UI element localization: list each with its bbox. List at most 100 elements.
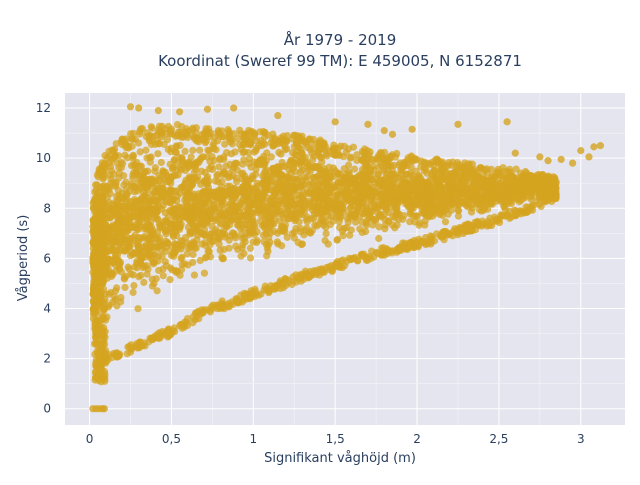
scatter-point — [116, 260, 124, 268]
scatter-point — [245, 155, 254, 163]
scatter-point — [112, 238, 120, 246]
scatter-point — [227, 187, 236, 195]
scatter-point — [101, 220, 109, 228]
scatter-point — [240, 249, 248, 258]
scatter-point — [264, 131, 272, 139]
scatter-point — [167, 148, 175, 156]
scatter-point — [200, 269, 209, 277]
scatter-point — [134, 305, 142, 313]
scatter-point — [229, 171, 237, 180]
scatter-point — [266, 198, 274, 206]
scatter-point — [287, 182, 295, 190]
scatter-point — [186, 174, 195, 182]
scatter-point — [361, 192, 369, 200]
y-tick-label: 0 — [43, 402, 51, 416]
scatter-point — [192, 309, 200, 317]
scatter-point — [198, 204, 206, 213]
scatter-point — [347, 153, 355, 161]
scatter-point — [365, 187, 373, 195]
scatter-point — [393, 190, 402, 198]
scatter-point — [302, 215, 310, 223]
scatter-point — [192, 129, 200, 137]
scatter-point — [298, 195, 307, 203]
scatter-point — [404, 197, 412, 205]
scatter-point — [119, 233, 127, 241]
scatter-point — [552, 194, 560, 203]
scatter-point — [215, 240, 223, 248]
scatter-point — [306, 199, 314, 208]
scatter-point — [136, 148, 144, 156]
scatter-point — [92, 257, 100, 265]
scatter-point-outlier — [388, 130, 397, 138]
scatter-point — [479, 170, 487, 178]
scatter-point — [530, 201, 538, 209]
scatter-point — [159, 187, 167, 196]
scatter-point — [322, 229, 330, 238]
scatter-point — [197, 180, 205, 189]
scatter-point — [142, 146, 150, 154]
scatter-point — [310, 210, 318, 218]
scatter-point — [184, 188, 192, 196]
scatter-point — [358, 228, 366, 237]
scatter-point — [457, 190, 465, 198]
scatter-point — [296, 157, 304, 166]
scatter-point — [240, 156, 248, 164]
scatter-point — [494, 168, 502, 176]
scatter-point — [103, 183, 111, 191]
scatter-point — [93, 362, 101, 371]
scatter-point — [141, 342, 149, 350]
scatter-point — [403, 162, 411, 170]
scatter-point — [488, 218, 496, 226]
scatter-point — [344, 161, 353, 169]
scatter-point — [221, 230, 229, 239]
scatter-point — [117, 268, 125, 276]
scatter-point — [186, 244, 195, 252]
scatter-point — [312, 267, 320, 275]
scatter-point — [96, 207, 104, 215]
y-axis-title: Vågperiod (s) — [16, 215, 31, 302]
scatter-point — [375, 151, 383, 159]
scatter-point — [283, 233, 291, 241]
scatter-point — [239, 195, 247, 204]
scatter-point — [228, 140, 236, 148]
scatter-point — [366, 252, 374, 261]
scatter-point — [244, 148, 253, 157]
scatter-point-outlier — [331, 118, 339, 126]
scatter-point — [382, 204, 390, 212]
scatter-point — [440, 172, 448, 181]
scatter-point — [166, 276, 174, 284]
scatter-point — [149, 258, 157, 266]
scatter-point — [408, 177, 416, 185]
scatter-point — [145, 223, 154, 231]
scatter-point — [151, 164, 160, 172]
scatter-point — [136, 130, 144, 138]
scatter-point — [244, 132, 252, 140]
scatter-point — [373, 192, 382, 201]
scatter-point — [189, 319, 197, 327]
scatter-point-outlier — [380, 126, 388, 135]
scatter-point — [500, 188, 508, 196]
scatter-point — [131, 207, 139, 215]
scatter-point — [121, 239, 129, 247]
scatter-point — [524, 207, 532, 216]
scatter-point — [416, 219, 424, 227]
scatter-point — [191, 159, 200, 167]
scatter-point — [505, 173, 513, 181]
scatter-point — [517, 175, 526, 183]
scatter-point — [487, 165, 496, 173]
scatter-point — [270, 141, 279, 149]
scatter-point — [215, 203, 223, 211]
scatter-point — [400, 212, 408, 220]
scatter-point — [152, 131, 161, 139]
scatter-point — [316, 145, 324, 153]
scatter-point — [326, 174, 334, 182]
scatter-point — [338, 178, 347, 186]
scatter-point — [487, 199, 495, 208]
scatter-point — [512, 165, 520, 173]
scatter-point — [276, 210, 284, 218]
scatter-point — [200, 130, 208, 138]
scatter-point — [333, 235, 341, 244]
scatter-point — [387, 153, 395, 161]
scatter-point — [187, 182, 196, 190]
